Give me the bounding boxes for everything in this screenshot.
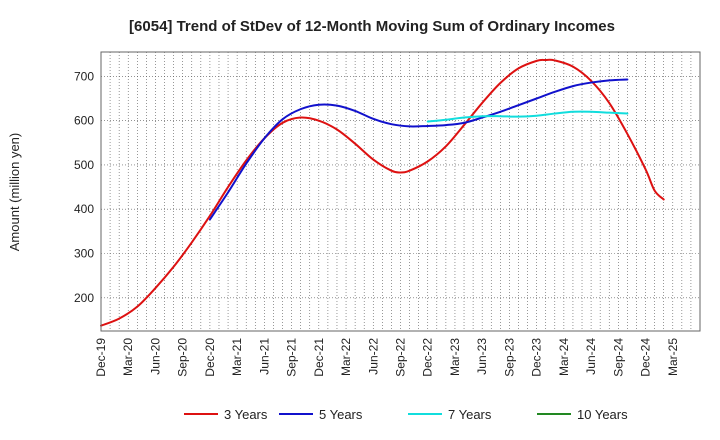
x-tick-label: Sep-23 <box>502 338 516 377</box>
x-tick-label: Mar-20 <box>121 338 135 376</box>
y-tick-label: 600 <box>74 114 94 128</box>
x-tick-label: Mar-23 <box>448 338 462 376</box>
legend-label-7-years: 7 Years <box>448 407 492 422</box>
x-tick-label: Dec-20 <box>203 338 217 377</box>
x-tick-label: Dec-23 <box>530 338 544 377</box>
plot-area <box>101 52 700 331</box>
grid <box>101 52 700 331</box>
x-tick-label: Dec-21 <box>312 338 326 377</box>
series-line-5-years <box>208 78 629 221</box>
x-ticks: Dec-19 Mar-20 Jun-20 Sep-20 Dec-20 Mar-21 Jun-… <box>94 338 680 377</box>
x-tick-label: Mar-24 <box>557 338 571 376</box>
y-tick-label: 500 <box>74 158 94 172</box>
x-tick-label: Mar-21 <box>230 338 244 376</box>
legend: 3 Years 5 Years 7 Years 10 Years <box>184 407 628 422</box>
y-tick-label: 700 <box>74 69 94 83</box>
legend-label-10-years: 10 Years <box>577 407 628 422</box>
x-tick-label: Sep-22 <box>394 338 408 377</box>
x-tick-label: Mar-22 <box>339 338 353 376</box>
plot-frame <box>100 51 701 332</box>
legend-label-5-years: 5 Years <box>319 407 363 422</box>
series-lines <box>100 58 665 327</box>
x-tick-label: Dec-19 <box>94 338 108 377</box>
x-tick-label: Jun-20 <box>148 338 162 375</box>
x-tick-label: Jun-21 <box>257 338 271 375</box>
x-tick-label: Sep-21 <box>285 338 299 377</box>
x-tick-label: Jun-24 <box>584 338 598 375</box>
series-line-3-years <box>100 58 665 327</box>
y-tick-label: 300 <box>74 247 94 261</box>
y-axis-label: Amount (million yen) <box>7 133 22 252</box>
series-line-7-years <box>426 110 629 123</box>
x-tick-label: Jun-23 <box>475 338 489 375</box>
x-tick-label: Dec-22 <box>421 338 435 377</box>
x-tick-label: Dec-24 <box>639 338 653 377</box>
x-tick-label: Sep-24 <box>611 338 625 377</box>
x-tick-label: Mar-25 <box>666 338 680 376</box>
x-tick-label: Sep-20 <box>176 338 190 377</box>
y-tick-label: 200 <box>74 291 94 305</box>
x-tick-label: Jun-22 <box>366 338 380 375</box>
y-tick-label: 400 <box>74 202 94 216</box>
y-ticks: 200 300 400 500 600 700 <box>74 69 94 304</box>
legend-label-3-years: 3 Years <box>224 407 268 422</box>
chart-title: [6054] Trend of StDev of 12-Month Moving… <box>129 18 615 35</box>
